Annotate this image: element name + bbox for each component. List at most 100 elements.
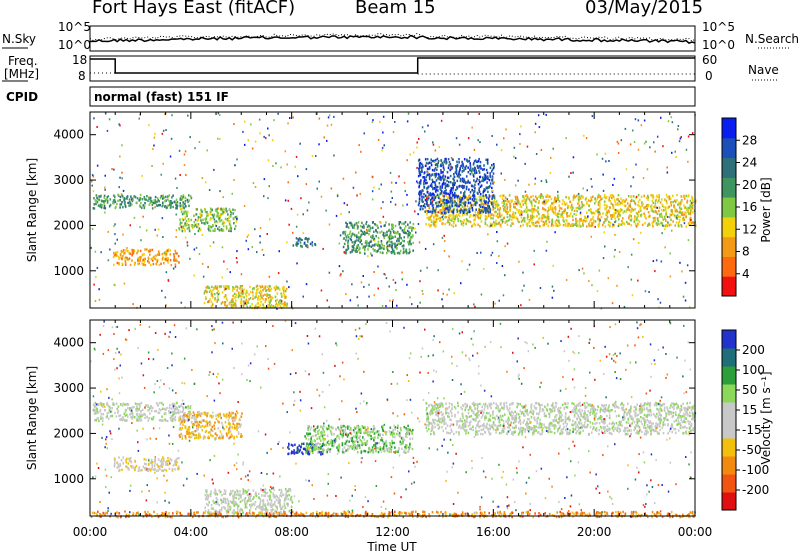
data-point	[202, 419, 205, 422]
data-point	[519, 143, 521, 145]
data-point	[112, 401, 114, 405]
data-point	[166, 195, 169, 198]
data-point	[487, 175, 489, 178]
data-point	[221, 212, 223, 216]
data-point	[157, 258, 159, 262]
data-point	[103, 194, 106, 198]
data-point	[366, 231, 368, 235]
data-point	[144, 264, 147, 267]
data-point	[478, 195, 481, 198]
data-point	[165, 252, 168, 256]
data-point	[473, 148, 476, 151]
data-point	[221, 424, 224, 427]
data-point	[211, 294, 213, 297]
data-point	[658, 223, 661, 226]
data-point	[155, 469, 158, 472]
data-point	[156, 204, 159, 207]
data-point	[209, 298, 211, 301]
data-point	[270, 298, 272, 302]
data-point	[275, 162, 277, 165]
data-point	[167, 248, 170, 251]
data-point	[678, 211, 681, 214]
data-point	[186, 429, 188, 432]
data-point	[686, 208, 688, 211]
data-point	[663, 215, 666, 219]
data-point	[356, 246, 358, 250]
data-point	[621, 202, 624, 205]
data-point	[318, 143, 320, 146]
data-point	[401, 229, 404, 232]
data-point	[288, 223, 290, 226]
data-point	[396, 243, 398, 247]
data-point	[195, 415, 198, 419]
data-point	[101, 417, 104, 420]
data-point	[241, 292, 244, 295]
data-point	[675, 156, 677, 158]
data-point	[443, 195, 445, 198]
data-point	[216, 227, 219, 230]
data-point	[445, 207, 448, 210]
data-point	[544, 208, 547, 212]
data-point	[501, 194, 504, 197]
data-point	[129, 224, 131, 227]
data-point	[494, 222, 497, 225]
data-point	[493, 201, 495, 204]
data-point	[463, 193, 466, 196]
data-point	[455, 194, 458, 197]
data-point	[233, 292, 236, 295]
data-point	[287, 199, 289, 202]
data-point	[234, 227, 236, 231]
data-point	[250, 123, 252, 126]
data-point	[266, 294, 268, 298]
data-point	[138, 403, 140, 406]
data-point	[116, 261, 119, 265]
data-point	[431, 173, 434, 176]
data-point	[682, 217, 685, 221]
data-point	[151, 257, 154, 260]
data-point	[640, 213, 643, 216]
data-point	[231, 298, 233, 301]
data-point	[277, 272, 280, 275]
data-point	[533, 215, 535, 218]
data-point	[690, 218, 692, 221]
data-point	[435, 194, 437, 198]
data-point	[677, 128, 679, 131]
data-point	[123, 252, 125, 255]
data-point	[255, 295, 257, 298]
data-point	[674, 216, 677, 219]
data-point	[144, 198, 146, 201]
data-point	[461, 166, 464, 169]
data-point	[459, 209, 461, 212]
data-point	[185, 219, 188, 223]
data-point	[582, 222, 584, 226]
data-point	[165, 461, 168, 464]
data-point	[484, 215, 487, 218]
data-point	[162, 162, 164, 165]
data-point	[614, 217, 616, 220]
data-point	[193, 418, 196, 421]
data-point	[449, 163, 452, 166]
data-point	[602, 189, 605, 192]
data-point	[599, 198, 602, 201]
data-point	[499, 194, 501, 198]
data-point	[508, 218, 511, 221]
data-point	[238, 291, 240, 294]
data-point	[194, 147, 196, 150]
data-point	[598, 211, 600, 214]
data-point	[547, 224, 549, 228]
data-point	[472, 173, 475, 176]
data-point	[137, 469, 140, 472]
data-point	[629, 219, 632, 222]
data-point	[211, 285, 213, 289]
data-point	[142, 204, 145, 207]
data-point	[161, 217, 164, 220]
data-point	[577, 206, 579, 209]
data-point	[453, 222, 455, 225]
data-point	[462, 180, 465, 184]
data-point	[669, 197, 672, 201]
data-point	[356, 194, 358, 197]
data-point	[521, 200, 523, 203]
data-point	[566, 204, 569, 208]
data-point	[648, 291, 650, 293]
data-point	[635, 211, 638, 215]
